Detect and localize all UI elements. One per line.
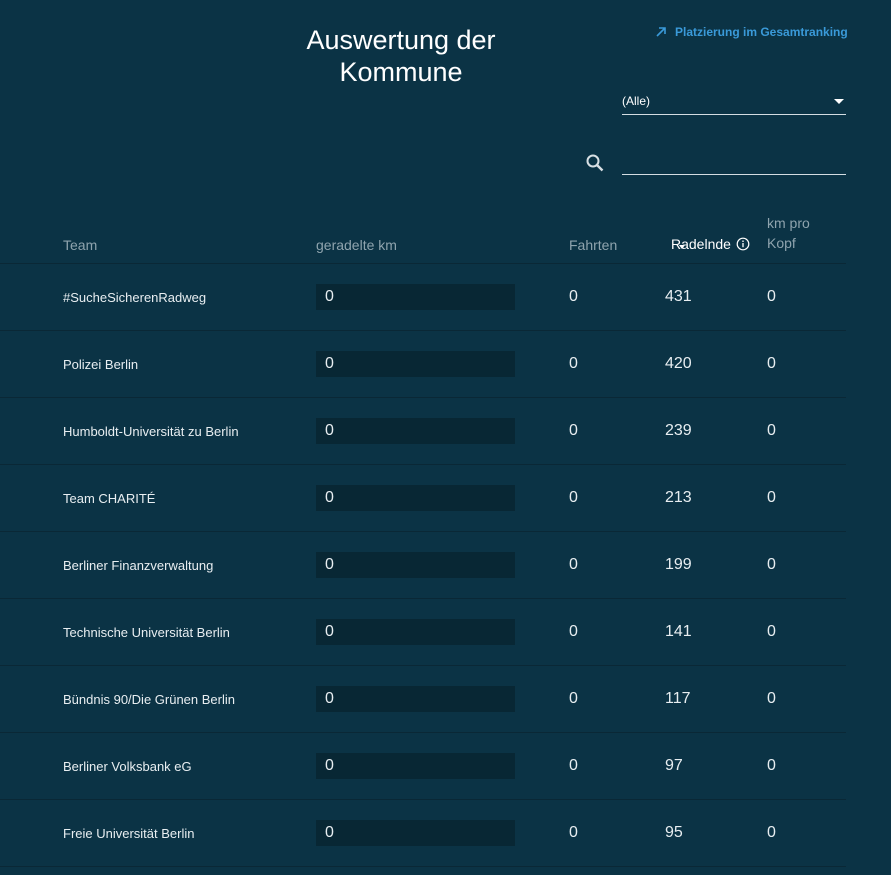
search-icon [586,154,604,172]
km-pro-kopf-value: 0 [767,824,776,841]
km-cell: 0 [316,800,515,866]
radelnde-value: 97 [665,757,683,774]
radelnde-value: 199 [665,556,692,573]
team-name: #SucheSicherenRadweg [63,289,207,305]
km-bar: 0 [316,753,515,779]
column-header-km-pro-kopf[interactable]: km pro Kopf [767,215,810,251]
team-table-body: #SucheSicherenRadweg 0 0 431 0 Polizei Berlin… [0,263,846,867]
fahrten-value: 0 [569,623,578,640]
fahrten-value: 0 [569,355,578,372]
km-bar: 0 [316,485,515,511]
fahrten-value: 0 [569,288,578,305]
km-bar: 0 [316,619,515,645]
column-header-km[interactable]: geradelte km [316,237,397,253]
info-icon[interactable] [736,237,750,251]
column-header-radelnde[interactable]: Radelnde [671,234,750,254]
team-name: Freie Universität Berlin [63,825,195,841]
sort-desc-icon [679,245,685,249]
table-row[interactable]: Team CHARITÉ 0 0 213 0 [0,464,846,531]
fahrten-value: 0 [569,422,578,439]
km-cell: 0 [316,331,515,397]
km-pro-kopf-value: 0 [767,489,776,506]
km-bar: 0 [316,418,515,444]
table-row[interactable]: Technische Universität Berlin 0 0 141 0 [0,598,846,665]
radelnde-value: 431 [665,288,692,305]
search-input[interactable] [622,150,846,175]
radelnde-value: 213 [665,489,692,506]
fahrten-value: 0 [569,489,578,506]
table-row[interactable]: Berliner Finanzverwaltung 0 0 199 0 [0,531,846,598]
radelnde-value: 95 [665,824,683,841]
fahrten-value: 0 [569,824,578,841]
km-cell: 0 [316,733,515,799]
km-cell: 0 [316,264,515,330]
table-row[interactable]: Bündnis 90/Die Grünen Berlin 0 0 117 0 [0,665,846,732]
page-title: Auswertung der Kommune [306,25,496,87]
km-cell: 0 [316,465,515,531]
table-row[interactable]: Freie Universität Berlin 0 0 95 0 [0,799,846,867]
radelnde-value: 117 [665,690,691,707]
km-bar: 0 [316,686,515,712]
km-pro-kopf-value: 0 [767,288,776,305]
radelnde-value: 141 [665,623,692,640]
km-pro-kopf-value: 0 [767,422,776,439]
km-cell: 0 [316,398,515,464]
team-name: Polizei Berlin [63,356,139,372]
filter-select[interactable]: (Alle) [622,90,846,115]
fahrten-value: 0 [569,690,578,707]
chevron-down-icon [834,99,844,104]
column-header-team[interactable]: Team [63,237,98,253]
km-pro-kopf-value: 0 [767,355,776,372]
team-name: Technische Universität Berlin [63,624,230,640]
km-cell: 0 [316,532,515,598]
table-row[interactable]: Humboldt-Universität zu Berlin 0 0 239 0 [0,397,846,464]
km-pro-kopf-value: 0 [767,757,776,774]
ranking-link[interactable]: Platzierung im Gesamtranking [654,25,848,39]
km-pro-kopf-value: 0 [767,623,776,640]
team-name: Humboldt-Universität zu Berlin [63,423,239,439]
column-header-radelnde-label: Radelnde [671,236,731,252]
arrow-up-right-icon [656,27,666,37]
table-row[interactable]: Polizei Berlin 0 0 420 0 [0,330,846,397]
team-name: Berliner Volksbank eG [63,758,192,774]
radelnde-value: 239 [665,422,692,439]
team-name: Berliner Finanzverwaltung [63,557,214,573]
km-bar: 0 [316,351,515,377]
fahrten-value: 0 [569,757,578,774]
km-bar: 0 [316,820,515,846]
km-cell: 0 [316,666,515,732]
column-header-fahrten[interactable]: Fahrten [569,237,618,253]
team-name: Team CHARITÉ [63,490,156,506]
km-cell: 0 [316,599,515,665]
filter-select-value: (Alle) [622,94,651,108]
fahrten-value: 0 [569,556,578,573]
radelnde-value: 420 [665,355,692,372]
team-name: Bündnis 90/Die Grünen Berlin [63,691,235,707]
table-row[interactable]: #SucheSicherenRadweg 0 0 431 0 [0,263,846,330]
table-row[interactable]: Berliner Volksbank eG 0 0 97 0 [0,732,846,799]
km-bar: 0 [316,552,515,578]
km-pro-kopf-value: 0 [767,690,776,707]
km-bar: 0 [316,284,515,310]
km-pro-kopf-value: 0 [767,556,776,573]
ranking-link-label: Platzierung im Gesamtranking [675,25,848,39]
